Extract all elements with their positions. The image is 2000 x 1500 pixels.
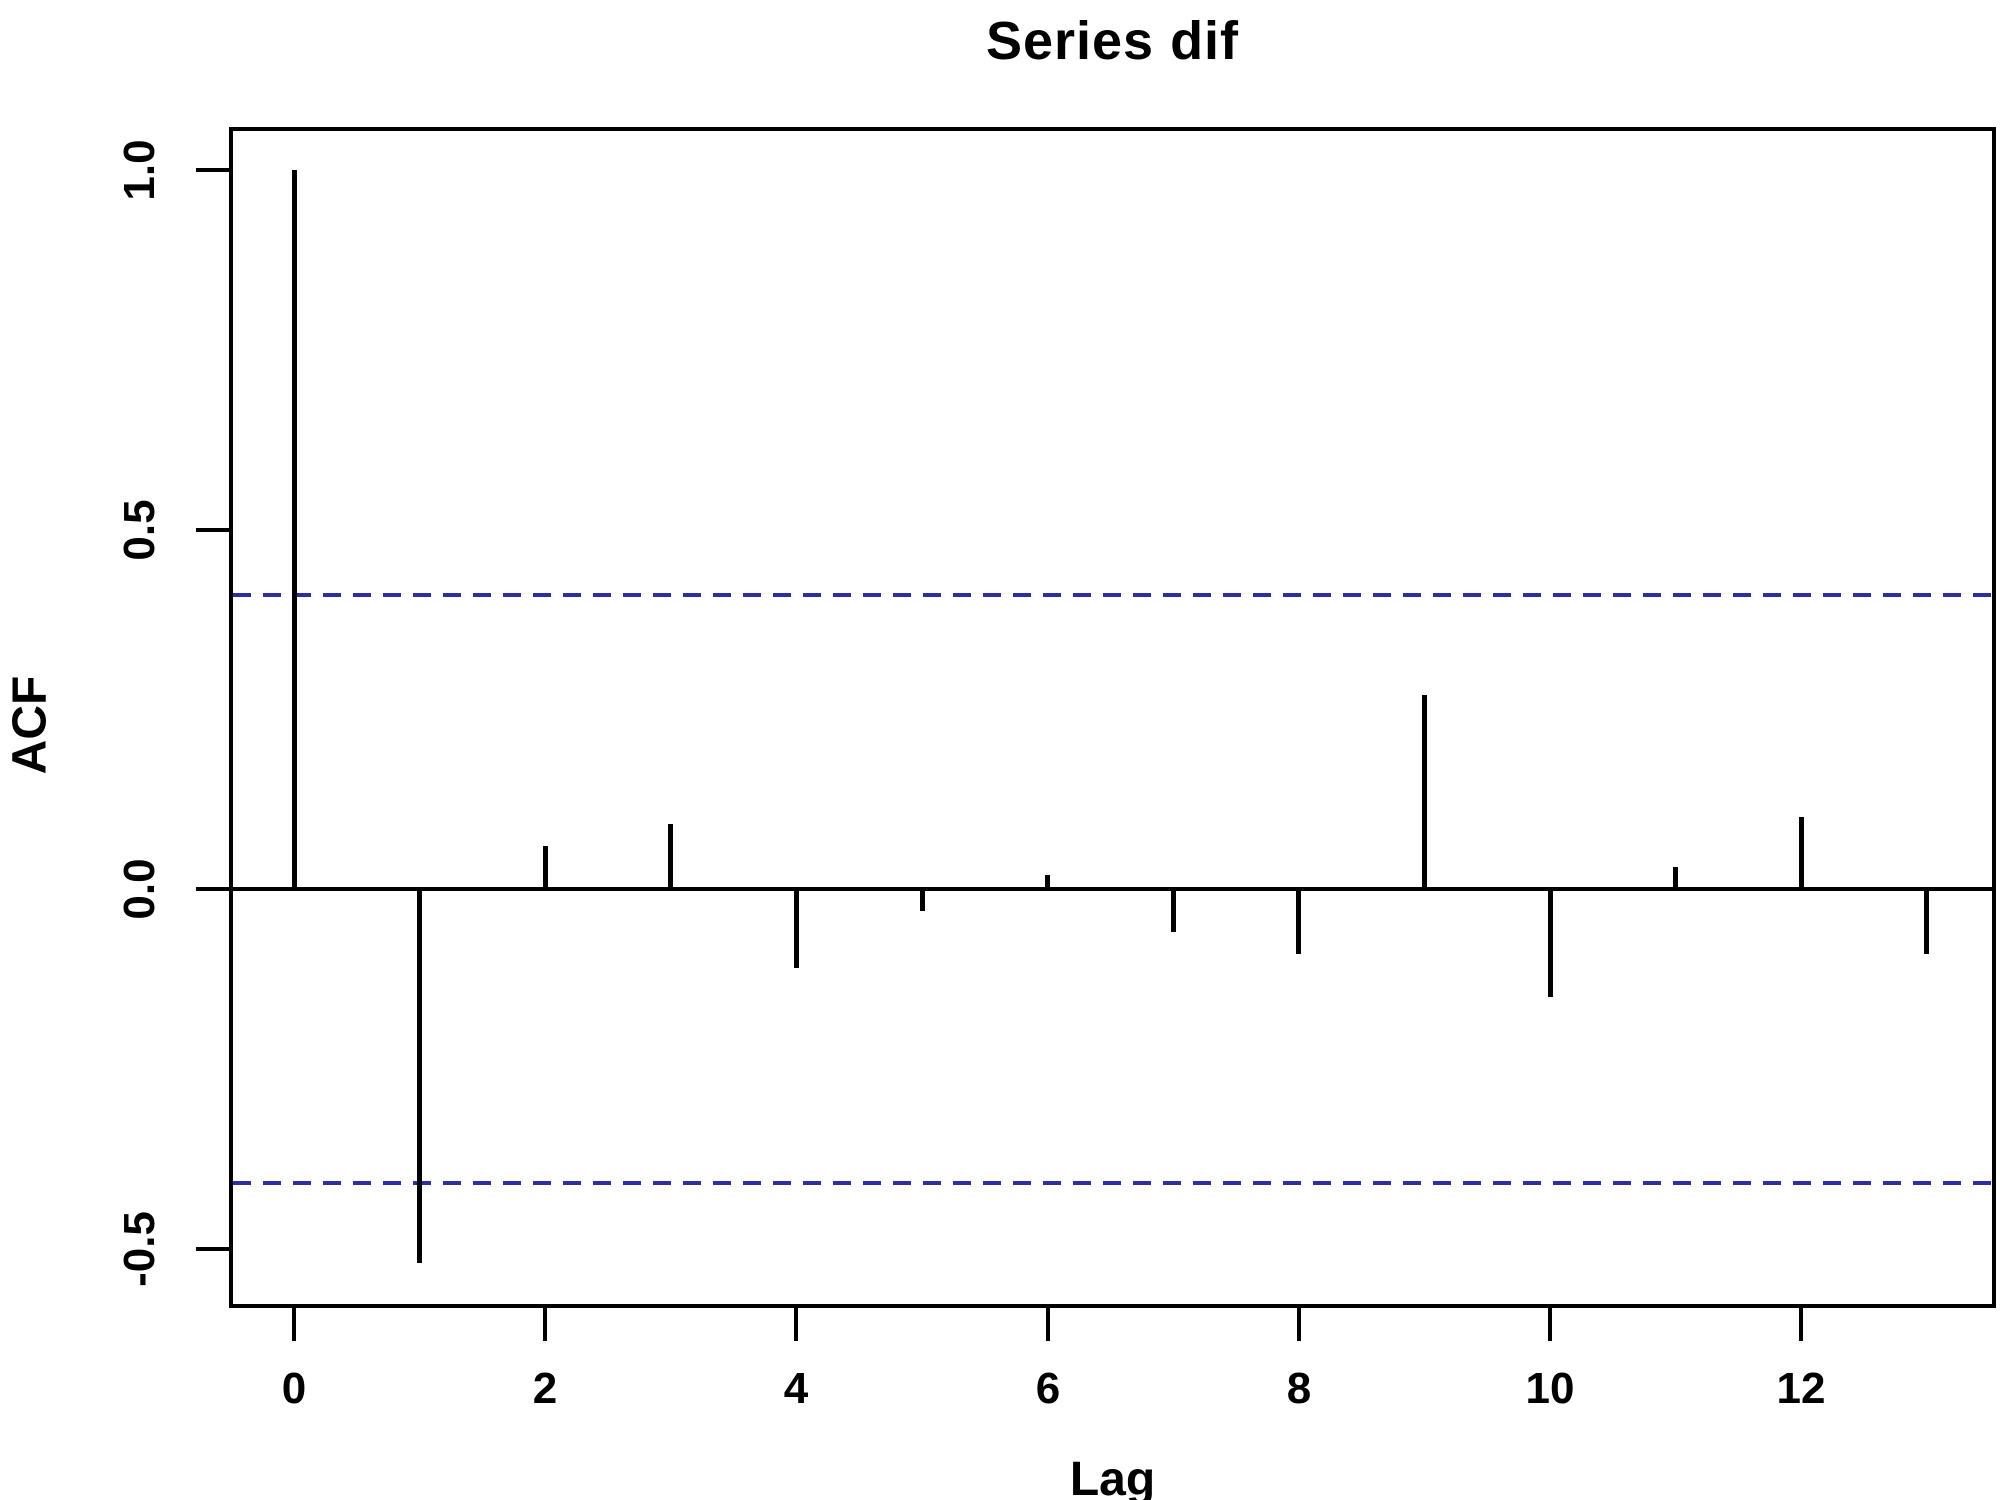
acf-bar-lag-11 [1673, 867, 1678, 889]
confidence-line-lower [233, 1181, 1992, 1186]
y-tick-label-0.0: 0.0 [115, 858, 164, 920]
acf-bar-lag-13 [1924, 889, 1929, 954]
y-tick-label-0.5: 0.5 [115, 499, 164, 561]
x-axis-label: Lag [1069, 1453, 1156, 1500]
acf-bar-lag-2 [543, 846, 548, 889]
x-tick-label-10: 10 [1525, 1364, 1575, 1413]
acf-bar-lag-1 [417, 889, 422, 1263]
y-axis-label: ACF [3, 675, 57, 775]
acf-bar-lag-6 [1045, 875, 1050, 889]
x-tick-label-2: 2 [532, 1364, 558, 1413]
x-tick-label-6: 6 [1035, 1364, 1061, 1413]
acf-bar-lag-8 [1296, 889, 1301, 954]
acf-bar-lag-0 [292, 170, 297, 889]
x-axis-tick-8 [1297, 1308, 1301, 1341]
plot-frame [229, 127, 1996, 1308]
y-axis-tick-0.5 [196, 528, 229, 532]
x-axis-tick-2 [543, 1308, 547, 1341]
y-axis-tick-0.0 [196, 887, 229, 891]
confidence-line-upper [233, 592, 1992, 597]
x-tick-label-8: 8 [1286, 1364, 1312, 1413]
x-tick-label-4: 4 [783, 1364, 809, 1413]
x-tick-label-0: 0 [281, 1364, 307, 1413]
x-axis-tick-0 [292, 1308, 296, 1341]
y-axis-tick-1.0 [196, 168, 229, 172]
acf-bar-lag-5 [920, 889, 925, 911]
acf-bar-lag-7 [1171, 889, 1176, 932]
acf-bar-lag-10 [1548, 889, 1553, 997]
x-axis-tick-10 [1548, 1308, 1552, 1341]
x-axis-tick-4 [794, 1308, 798, 1341]
zero-line [229, 887, 1996, 891]
acf-bar-lag-4 [794, 889, 799, 968]
y-axis-tick--0.5 [196, 1247, 229, 1251]
x-tick-label-12: 12 [1776, 1364, 1826, 1413]
plot-title: Series dif [985, 11, 1240, 71]
acf-bar-lag-9 [1422, 695, 1427, 889]
x-axis-tick-6 [1046, 1308, 1050, 1341]
y-tick-label-1.0: 1.0 [115, 139, 164, 201]
acf-bar-lag-3 [668, 824, 673, 889]
acf-bar-lag-12 [1799, 817, 1804, 889]
y-tick-label--0.5: -0.5 [115, 1211, 164, 1287]
x-axis-tick-12 [1799, 1308, 1803, 1341]
